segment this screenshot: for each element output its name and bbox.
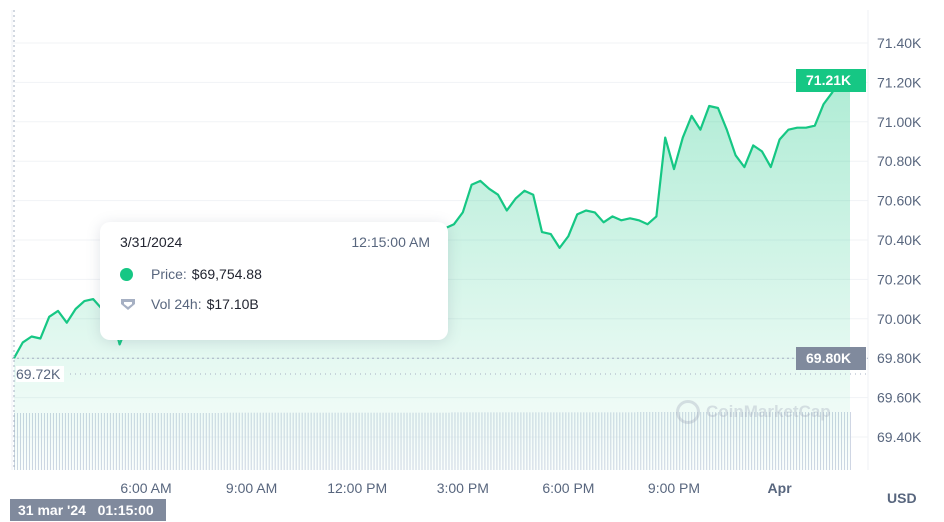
- price-dot-icon: [120, 267, 133, 281]
- y-tick-label: 71.20K: [877, 74, 922, 90]
- y-tick-label: 70.60K: [877, 193, 922, 209]
- tooltip-time: 12:15:00 AM: [351, 234, 430, 250]
- x-tick-label: 3:00 PM: [437, 480, 489, 496]
- tooltip-volume-row: Vol 24h: $17.10B: [120, 296, 259, 312]
- x-tick-label: 9:00 AM: [226, 480, 277, 496]
- current-price-badge: 71.21K: [796, 69, 866, 93]
- x-tick-label: 9:00 PM: [648, 480, 700, 496]
- y-tick-label: 71.40K: [877, 35, 922, 51]
- y-tick-label: 70.00K: [877, 311, 922, 327]
- y-tick-label: 69.40K: [877, 429, 922, 445]
- tooltip-volume-label: Vol 24h:: [151, 296, 202, 312]
- volume-bar: [850, 412, 851, 470]
- tooltip-date: 3/31/2024: [120, 234, 183, 250]
- watermark-text: CoinMarketCap: [706, 402, 831, 421]
- x-tick-label: Apr: [768, 480, 793, 496]
- crosshair-time-label: 31 mar '24 01:15:00: [10, 499, 166, 521]
- volume-shield-icon: [121, 298, 135, 310]
- y-tick-label: 69.80K: [877, 350, 922, 366]
- watermark: CoinMarketCap: [676, 400, 831, 424]
- tooltip-price-row: Price: $69,754.88: [120, 266, 262, 282]
- crosshair-price-badge: 69.80K: [796, 347, 866, 371]
- chart-tooltip: 3/31/2024 12:15:00 AM Price: $69,754.88 …: [100, 222, 448, 340]
- tooltip-price-label: Price:: [151, 266, 187, 282]
- y-tick-label: 70.80K: [877, 153, 922, 169]
- y-tick-label: 69.60K: [877, 390, 922, 406]
- coinmarketcap-logo-icon: [676, 400, 700, 424]
- x-axis-ticks: 6:00 AM 9:00 AM 12:00 PM 3:00 PM 6:00 PM 9:00…: [120, 480, 792, 496]
- y-tick-label: 71.00K: [877, 114, 922, 130]
- low-price-label: 69.72K: [16, 365, 65, 382]
- y-tick-label: 70.40K: [877, 232, 922, 248]
- y-tick-label: 70.20K: [877, 271, 922, 287]
- x-tick-label: 6:00 PM: [542, 480, 594, 496]
- x-tick-label: 6:00 AM: [120, 480, 171, 496]
- y-axis-ticks: 71.40K 71.20K 71.00K 70.80K 70.60K 70.40K 70.2…: [877, 35, 922, 445]
- currency-label: USD: [887, 490, 917, 506]
- x-tick-label: 12:00 PM: [327, 480, 387, 496]
- tooltip-volume-value: $17.10B: [206, 296, 259, 312]
- tooltip-price-value: $69,754.88: [191, 266, 262, 282]
